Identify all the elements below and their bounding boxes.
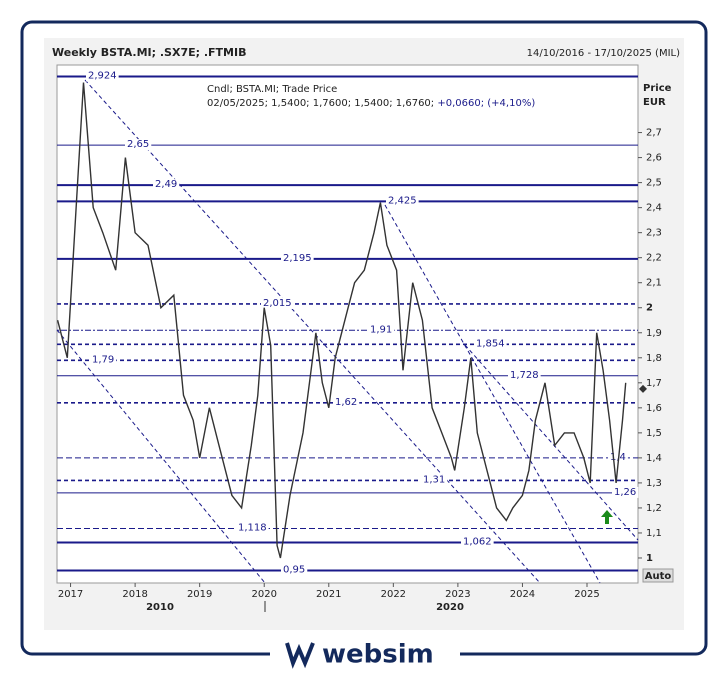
level-label: 1,854: [476, 338, 505, 349]
signal-arrow: [601, 510, 613, 524]
level-label-bg: [474, 338, 507, 350]
y-tick-label: 2,2: [646, 253, 662, 264]
y-unit: EUR: [643, 97, 666, 108]
level-label: 1,62: [335, 397, 357, 408]
y-tick-label: 1,2: [646, 503, 662, 514]
level-label-bg: [281, 252, 314, 264]
legend-line: Cndl; BSTA.MI; Trade Price: [207, 84, 337, 95]
x-tick-label: 2017: [58, 589, 83, 600]
x-tick-label: 2023: [445, 589, 470, 600]
y-label: Price: [643, 83, 672, 94]
level-label-bg: [261, 297, 294, 309]
level-label-bg: [368, 324, 395, 336]
level-label: 1,728: [510, 370, 539, 381]
trend-line: [84, 79, 541, 584]
legend-change: +0,0660; (+4,10%): [437, 98, 535, 109]
legend-values: 02/05/2025; 1,5400; 1,7600; 1,5400; 1,67…: [207, 98, 535, 109]
y-tick-label: 2,5: [646, 178, 662, 189]
y-tick-label: 1,6: [646, 403, 662, 414]
price-line: [56, 82, 627, 559]
y-tick-label: 1,5: [646, 428, 662, 439]
level-label-bg: [236, 522, 269, 534]
level-label: 2,425: [388, 195, 417, 206]
level-label-bg: [333, 396, 360, 408]
x-tick-label: 2019: [187, 589, 212, 600]
level-label-bg: [90, 354, 117, 366]
y-tick-label: 2,3: [646, 228, 662, 239]
level-label-bg: [508, 369, 541, 381]
level-label-bg: [461, 536, 494, 548]
y-tick-label: 1,7: [646, 378, 662, 389]
y-tick-label: 1,8: [646, 353, 662, 364]
level-label-bg: [281, 564, 308, 576]
level-label: 1,91: [370, 324, 392, 335]
frame-gap: [270, 645, 460, 665]
logo-mark: [285, 642, 315, 669]
level-label: 1,79: [92, 354, 114, 365]
y-tick-label: 2,4: [646, 203, 662, 214]
level-label: 1,26: [614, 487, 636, 498]
brand: websim: [322, 640, 434, 670]
x-tick-label: 2020: [251, 589, 276, 600]
level-label: 1,31: [423, 474, 445, 485]
level-label-bg: [86, 70, 119, 82]
level-label-bg: [153, 179, 180, 191]
websim-logo: websim: [285, 640, 434, 670]
level-label: 1,118: [238, 522, 267, 533]
y-tick-label: 1,1: [646, 528, 662, 539]
level-label: 1,4: [610, 452, 626, 463]
level-label: 2,65: [127, 139, 149, 150]
date-range: 14/10/2016 - 17/10/2025 (MIL): [527, 48, 680, 59]
y-tick-label: 2,1: [646, 278, 662, 289]
level-label: 2,924: [88, 71, 117, 82]
level-label-bg: [125, 139, 152, 151]
y-tick-label: 1,4: [646, 453, 662, 464]
level-label: 2,015: [263, 298, 292, 309]
plot-area: [56, 64, 639, 584]
y-tick-label: 2,7: [646, 128, 662, 139]
y-tick-label: 1,9: [646, 328, 662, 339]
level-label: 2,49: [155, 179, 177, 190]
level-label-bg: [612, 486, 639, 498]
y-tick-label: 1,3: [646, 478, 662, 489]
level-label-bg: [386, 195, 419, 207]
y-tick-label: 2,6: [646, 153, 662, 164]
level-label: 0,95: [283, 564, 305, 575]
x-tick-label: 2021: [316, 589, 341, 600]
x-tick-label: 2022: [381, 589, 406, 600]
last-price-marker: [639, 384, 647, 393]
trend-line: [464, 344, 639, 541]
x-tick-label: 2024: [510, 589, 535, 600]
level-label-bg: [421, 474, 448, 486]
level-label: 2,195: [283, 253, 312, 264]
chart-title: Weekly BSTA.MI; .SX7E; .FTMIB: [52, 46, 246, 59]
decade-label: 2010: [146, 602, 174, 613]
y-tick-label: 2: [646, 303, 653, 314]
trend-line: [56, 329, 266, 584]
auto-label[interactable]: Auto: [645, 571, 672, 582]
trend-lines: [56, 79, 639, 584]
level-label: 1,062: [463, 536, 492, 547]
y-tick-label: 1: [646, 553, 653, 564]
decade-label: 2020: [436, 602, 464, 613]
x-tick-label: 2018: [122, 589, 147, 600]
auto-button[interactable]: [642, 568, 674, 583]
legend-ohlc: 02/05/2025; 1,5400; 1,7600; 1,5400; 1,67…: [207, 98, 434, 109]
x-tick-label: 2025: [574, 589, 599, 600]
trend-line: [384, 204, 601, 584]
level-label-bg: [608, 451, 628, 463]
